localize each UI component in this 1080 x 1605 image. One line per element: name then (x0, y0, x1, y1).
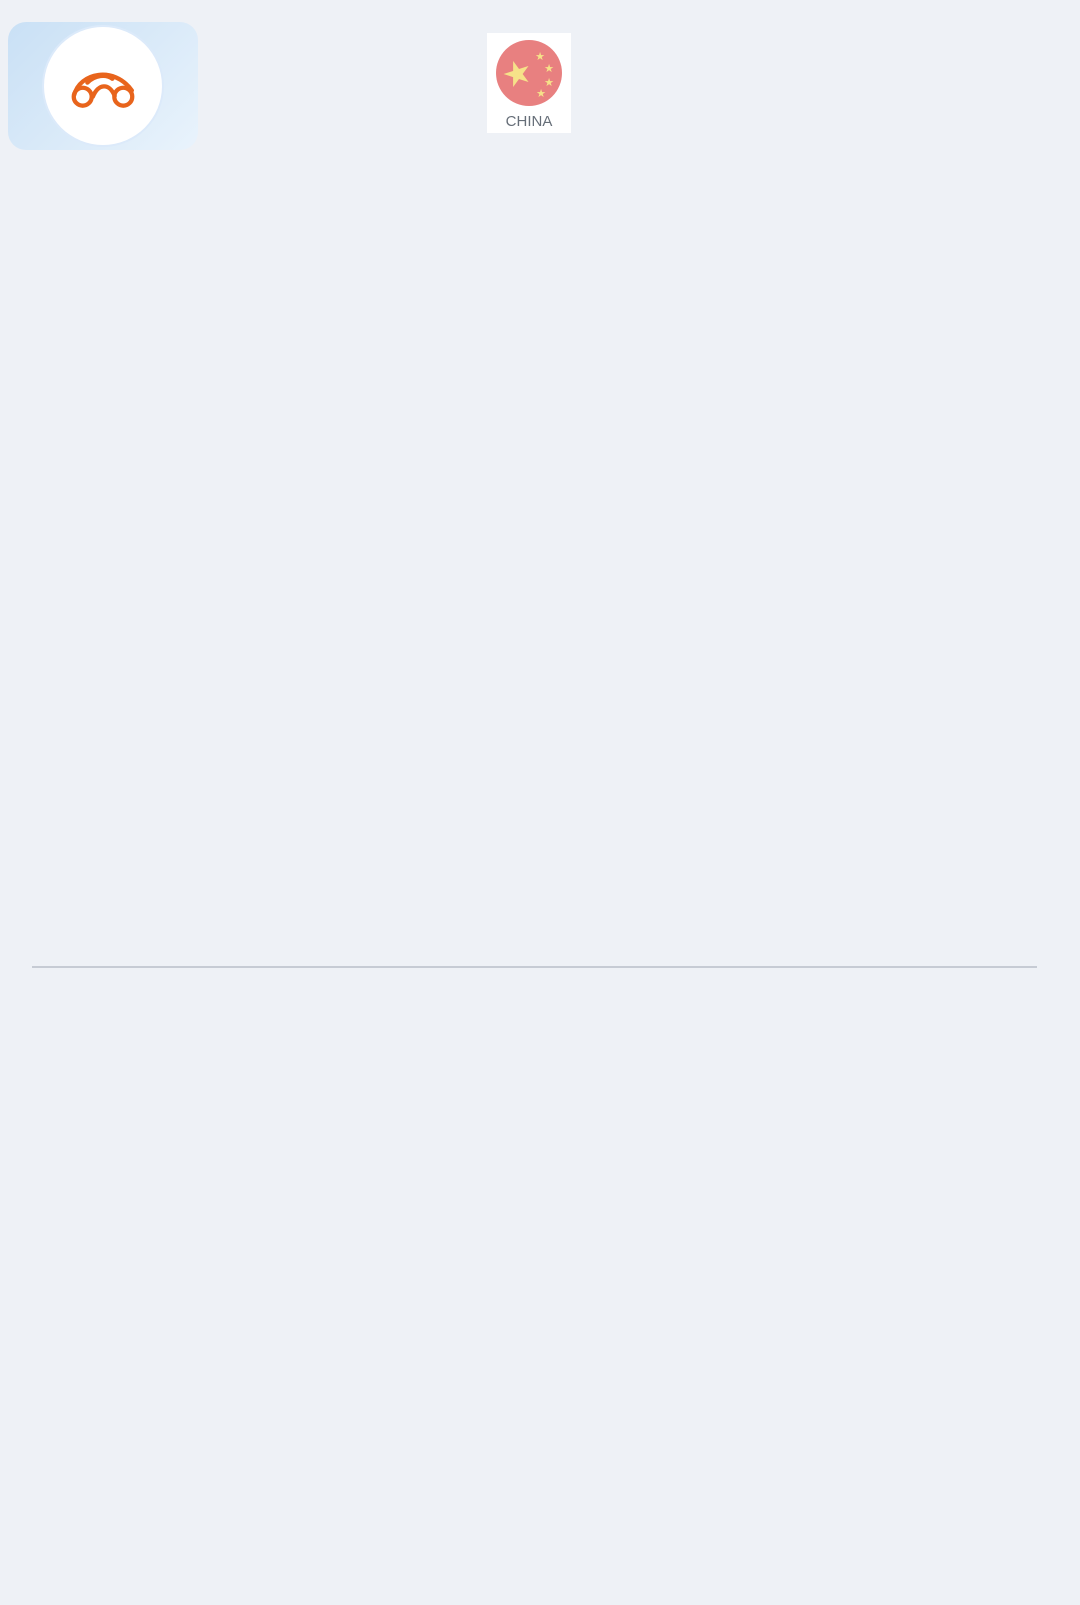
data-table-wrap (32, 966, 1037, 968)
battery-production-chart (0, 180, 1080, 860)
logo-car-icon (71, 72, 135, 108)
svg-text:★: ★ (535, 51, 545, 63)
data-table (32, 966, 1037, 968)
logo-badge (44, 27, 162, 145)
svg-text:★: ★ (536, 88, 546, 100)
svg-text:★: ★ (544, 77, 554, 89)
china-flag-icon: ★ ★ ★ ★ ★ CHINA (496, 40, 562, 130)
logo-panel (8, 22, 198, 150)
china-flag-badge: ★ ★ ★ ★ ★ CHINA (487, 33, 571, 133)
china-flag-label-svg: CHINA (506, 113, 553, 130)
svg-text:★: ★ (544, 63, 554, 75)
